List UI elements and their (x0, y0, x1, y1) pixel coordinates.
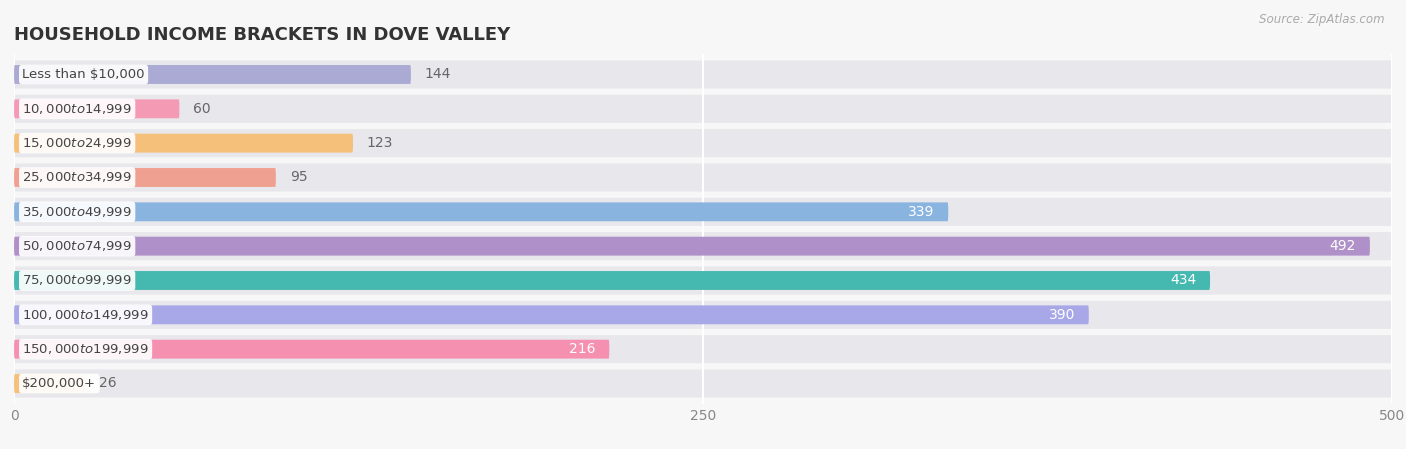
Text: 95: 95 (290, 171, 308, 185)
Text: 60: 60 (193, 102, 211, 116)
Text: 144: 144 (425, 67, 451, 81)
FancyBboxPatch shape (14, 335, 1392, 363)
Text: 216: 216 (569, 342, 596, 356)
Text: $200,000+: $200,000+ (22, 377, 97, 390)
FancyBboxPatch shape (14, 266, 1392, 295)
FancyBboxPatch shape (14, 163, 1392, 192)
Text: $100,000 to $149,999: $100,000 to $149,999 (22, 308, 149, 322)
Text: 123: 123 (367, 136, 394, 150)
FancyBboxPatch shape (14, 237, 1369, 255)
FancyBboxPatch shape (14, 134, 353, 153)
FancyBboxPatch shape (14, 301, 1392, 329)
FancyBboxPatch shape (14, 61, 1392, 88)
FancyBboxPatch shape (14, 374, 86, 393)
Text: HOUSEHOLD INCOME BRACKETS IN DOVE VALLEY: HOUSEHOLD INCOME BRACKETS IN DOVE VALLEY (14, 26, 510, 44)
FancyBboxPatch shape (14, 202, 948, 221)
FancyBboxPatch shape (14, 129, 1392, 157)
FancyBboxPatch shape (14, 168, 276, 187)
Text: 390: 390 (1049, 308, 1076, 322)
Text: 26: 26 (100, 377, 117, 391)
FancyBboxPatch shape (14, 198, 1392, 226)
FancyBboxPatch shape (14, 65, 411, 84)
Text: $25,000 to $34,999: $25,000 to $34,999 (22, 171, 132, 185)
FancyBboxPatch shape (14, 95, 1392, 123)
FancyBboxPatch shape (14, 99, 180, 118)
Text: $50,000 to $74,999: $50,000 to $74,999 (22, 239, 132, 253)
Text: $10,000 to $14,999: $10,000 to $14,999 (22, 102, 132, 116)
Text: $35,000 to $49,999: $35,000 to $49,999 (22, 205, 132, 219)
FancyBboxPatch shape (14, 370, 1392, 397)
Text: 434: 434 (1170, 273, 1197, 287)
Text: Less than $10,000: Less than $10,000 (22, 68, 145, 81)
FancyBboxPatch shape (14, 340, 609, 359)
FancyBboxPatch shape (14, 305, 1088, 324)
FancyBboxPatch shape (14, 232, 1392, 260)
Text: $75,000 to $99,999: $75,000 to $99,999 (22, 273, 132, 287)
Text: 492: 492 (1330, 239, 1357, 253)
Text: $15,000 to $24,999: $15,000 to $24,999 (22, 136, 132, 150)
Text: Source: ZipAtlas.com: Source: ZipAtlas.com (1260, 13, 1385, 26)
Text: $150,000 to $199,999: $150,000 to $199,999 (22, 342, 149, 356)
Text: 339: 339 (908, 205, 935, 219)
FancyBboxPatch shape (14, 271, 1211, 290)
